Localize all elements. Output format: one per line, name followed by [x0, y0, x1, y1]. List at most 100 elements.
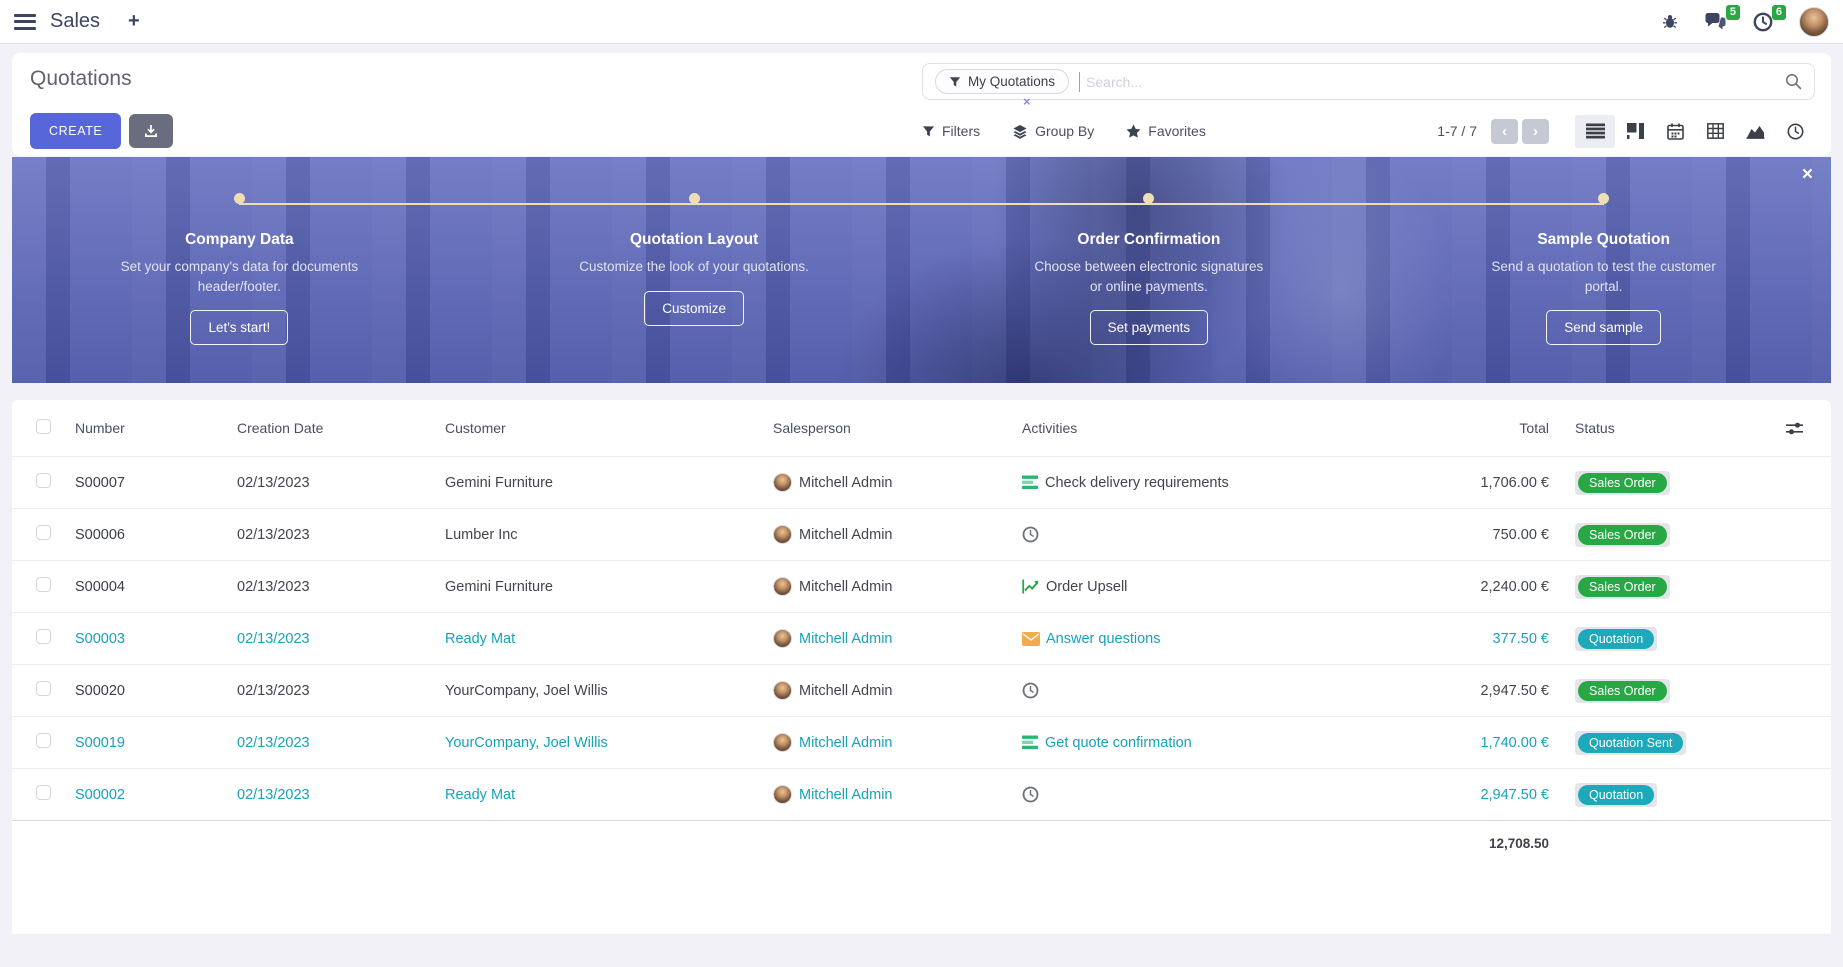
cell-customer: Ready Mat: [445, 630, 516, 647]
cell-total: 1,740.00 €: [1480, 734, 1549, 751]
cell-number[interactable]: S00003: [75, 630, 125, 647]
salesperson-avatar: [773, 577, 792, 596]
step-action-button[interactable]: Let's start!: [190, 310, 289, 346]
favorites-button[interactable]: Favorites: [1126, 123, 1206, 139]
header-status[interactable]: Status: [1575, 420, 1615, 436]
view-switch-activity[interactable]: [1775, 115, 1815, 148]
header-salesperson[interactable]: Salesperson: [773, 420, 851, 436]
row-checkbox[interactable]: [36, 681, 51, 696]
activities-icon[interactable]: 6: [1753, 4, 1786, 32]
activities-badge: 6: [1771, 4, 1786, 20]
pager-next-button[interactable]: ›: [1522, 118, 1549, 144]
search-icon[interactable]: [1785, 73, 1802, 90]
view-switch-graph[interactable]: [1735, 115, 1775, 148]
cell-number[interactable]: S00004: [75, 578, 125, 595]
table-row[interactable]: S00019 02/13/2023 YourCompany, Joel Will…: [12, 716, 1831, 768]
cell-customer: Lumber Inc: [445, 526, 518, 543]
cell-number[interactable]: S00019: [75, 734, 125, 751]
cell-activities[interactable]: [1015, 526, 1270, 543]
step-dot: [233, 193, 245, 204]
status-badge: Sales Order: [1578, 576, 1667, 597]
apps-menu-icon[interactable]: [14, 10, 36, 33]
list-view-icon: [1585, 123, 1605, 139]
quotations-table: Number Creation Date Customer Salesperso…: [12, 400, 1831, 934]
onboarding-step: Order Confirmation Choose between electr…: [999, 193, 1299, 346]
debug-bug-icon[interactable]: [1662, 13, 1678, 30]
cell-activities[interactable]: Check delivery requirements: [1015, 475, 1270, 491]
create-button[interactable]: CREATE: [30, 113, 122, 149]
cell-total: 2,947.50 €: [1480, 682, 1549, 699]
table-header-row: Number Creation Date Customer Salesperso…: [12, 400, 1831, 456]
top-navbar: Sales + 5 6: [0, 0, 1843, 44]
banner-close-button[interactable]: ×: [1801, 164, 1813, 185]
table-footer-row: 12,708.50: [12, 820, 1831, 866]
row-checkbox[interactable]: [36, 473, 51, 488]
step-action-button[interactable]: Customize: [644, 290, 745, 326]
search-bar[interactable]: My Quotations ×: [922, 63, 1815, 108]
pager-value: 1-7 / 7: [1437, 123, 1477, 139]
row-checkbox[interactable]: [36, 733, 51, 748]
control-panel: Quotations My Quotations × CREATE: [12, 53, 1831, 156]
footer-total: 12,708.50: [1488, 836, 1549, 851]
view-switch-list[interactable]: [1575, 114, 1615, 148]
filters-button[interactable]: Filters: [922, 123, 980, 139]
activity-tasks-icon: [1022, 475, 1039, 490]
row-checkbox[interactable]: [36, 525, 51, 540]
new-tab-button[interactable]: +: [128, 10, 140, 32]
table-body: S00007 02/13/2023 Gemini Furniture Mitch…: [12, 456, 1831, 820]
cell-creation-date: 02/13/2023: [237, 474, 310, 491]
header-creation-date[interactable]: Creation Date: [237, 420, 324, 436]
row-checkbox[interactable]: [36, 629, 51, 644]
pager-previous-button[interactable]: ‹: [1491, 118, 1518, 144]
cell-customer: Ready Mat: [445, 786, 516, 803]
table-row[interactable]: S00020 02/13/2023 YourCompany, Joel Will…: [12, 664, 1831, 716]
search-input[interactable]: [1079, 71, 1785, 92]
export-button[interactable]: [129, 114, 174, 148]
cell-activities[interactable]: Order Upsell: [1015, 579, 1270, 595]
table-row[interactable]: S00002 02/13/2023 Ready Mat Mitchell Adm…: [12, 768, 1831, 820]
header-customer[interactable]: Customer: [445, 420, 506, 436]
view-switch-calendar[interactable]: [1655, 115, 1695, 148]
cell-salesperson: Mitchell Admin: [766, 785, 1015, 804]
cell-activities[interactable]: Answer questions: [1015, 631, 1270, 647]
user-avatar[interactable]: [1799, 6, 1829, 37]
select-all-checkbox[interactable]: [36, 419, 51, 434]
header-number[interactable]: Number: [75, 420, 125, 436]
step-action-button[interactable]: Set payments: [1089, 310, 1209, 346]
cell-number[interactable]: S00006: [75, 526, 125, 543]
search-facet-my-quotations[interactable]: My Quotations: [935, 69, 1070, 94]
table-row[interactable]: S00006 02/13/2023 Lumber Inc Mitchell Ad…: [12, 508, 1831, 560]
row-checkbox[interactable]: [36, 785, 51, 800]
messages-icon[interactable]: 5: [1704, 5, 1740, 31]
step-dot: [1598, 193, 1610, 204]
header-activities[interactable]: Activities: [1022, 420, 1078, 436]
view-switch-pivot[interactable]: [1695, 115, 1735, 148]
table-row[interactable]: S00003 02/13/2023 Ready Mat Mitchell Adm…: [12, 612, 1831, 664]
cell-number[interactable]: S00007: [75, 474, 125, 491]
row-checkbox[interactable]: [36, 577, 51, 592]
step-action-button[interactable]: Send sample: [1546, 310, 1662, 346]
view-switch-kanban[interactable]: [1615, 115, 1655, 148]
optional-columns-icon[interactable]: [1786, 422, 1803, 435]
status-badge: Sales Order: [1578, 524, 1667, 545]
remove-facet-button[interactable]: ×: [1023, 94, 1031, 109]
step-description: Set your company's data for documents he…: [120, 259, 359, 294]
salesperson-name: Mitchell Admin: [799, 578, 893, 595]
group-by-label: Group By: [1035, 123, 1095, 139]
salesperson-name: Mitchell Admin: [799, 734, 893, 751]
filter-funnel-icon: [949, 76, 961, 88]
cell-activities[interactable]: [1015, 682, 1270, 699]
cell-activities[interactable]: [1015, 786, 1270, 803]
cell-activities[interactable]: Get quote confirmation: [1015, 735, 1270, 751]
cell-number[interactable]: S00020: [75, 682, 125, 699]
activity-label: Answer questions: [1046, 630, 1161, 647]
salesperson-name: Mitchell Admin: [799, 786, 893, 803]
cell-total: 2,240.00 €: [1480, 578, 1549, 595]
table-row[interactable]: S00004 02/13/2023 Gemini Furniture Mitch…: [12, 560, 1831, 612]
app-name[interactable]: Sales: [50, 10, 101, 32]
cell-number[interactable]: S00002: [75, 786, 125, 803]
table-row[interactable]: S00007 02/13/2023 Gemini Furniture Mitch…: [12, 456, 1831, 508]
cell-salesperson: Mitchell Admin: [766, 473, 1015, 492]
header-total[interactable]: Total: [1519, 420, 1549, 436]
group-by-button[interactable]: Group By: [1012, 123, 1094, 139]
